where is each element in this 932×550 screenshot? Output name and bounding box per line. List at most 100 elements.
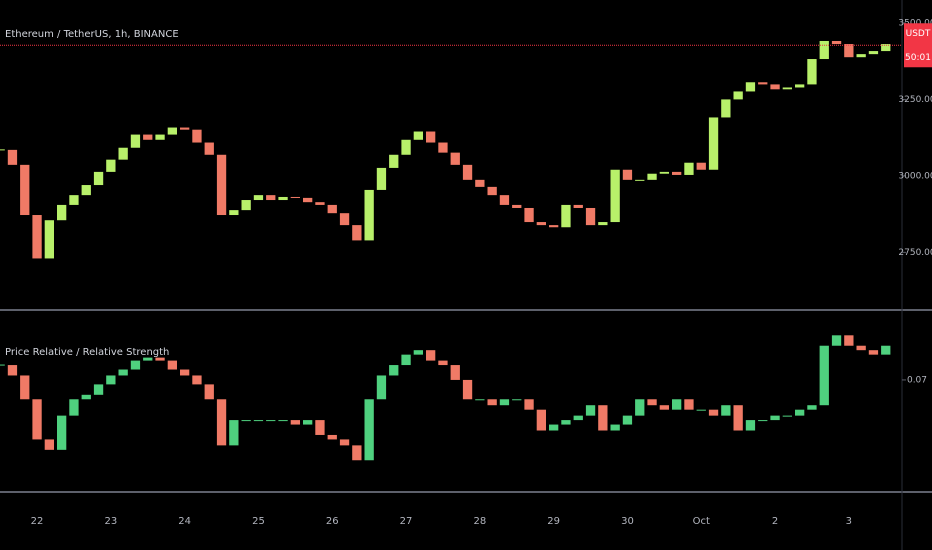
candle	[795, 409, 805, 416]
candle	[585, 207, 596, 226]
candle	[352, 225, 362, 241]
candle	[881, 44, 891, 52]
candle	[376, 167, 387, 190]
candle	[364, 189, 374, 241]
candle	[561, 204, 571, 228]
candle	[745, 82, 756, 92]
candle	[647, 173, 657, 180]
candle	[315, 202, 325, 205]
candle	[143, 357, 153, 361]
candle	[536, 409, 546, 431]
candle	[57, 204, 67, 221]
candle	[807, 59, 817, 85]
candle	[856, 345, 866, 351]
candle	[770, 84, 780, 90]
candle	[44, 220, 54, 259]
candle	[733, 405, 743, 431]
candle	[118, 369, 128, 376]
candle	[462, 379, 473, 400]
candle	[81, 394, 91, 400]
x-tick-label: 22	[31, 516, 44, 527]
candle	[303, 197, 313, 203]
candle	[426, 131, 436, 143]
candle	[20, 164, 30, 216]
candle	[844, 335, 854, 346]
candle	[118, 147, 128, 160]
candle	[807, 405, 817, 410]
candle	[20, 375, 30, 400]
candle	[389, 365, 399, 376]
x-tick-label: 23	[104, 516, 117, 527]
candle	[475, 179, 485, 187]
candle	[512, 204, 522, 208]
candle	[499, 195, 510, 205]
panel-title: Price Relative / Relative Strength	[5, 347, 169, 358]
candle	[229, 420, 239, 446]
candle	[708, 409, 719, 416]
candle	[229, 210, 239, 216]
candle	[44, 439, 54, 450]
candle	[610, 424, 620, 431]
candle	[462, 164, 473, 180]
candle	[192, 129, 202, 143]
candle	[376, 375, 387, 400]
x-tick-label: 25	[252, 516, 265, 527]
candle	[241, 420, 251, 422]
price-label-countdown: 50:01	[905, 53, 931, 63]
candle	[782, 415, 792, 417]
last-price-label-box	[904, 23, 932, 68]
candle	[758, 420, 768, 422]
candle	[450, 365, 460, 380]
candle	[266, 195, 276, 201]
candle	[167, 127, 177, 135]
candle	[426, 350, 436, 361]
candle	[499, 399, 510, 406]
candle	[549, 225, 559, 228]
candle	[57, 415, 67, 450]
x-tick-label: Oct	[693, 516, 710, 527]
candle	[856, 54, 866, 58]
candle	[868, 51, 879, 55]
candle	[364, 399, 374, 461]
candle	[758, 82, 768, 85]
candle	[327, 434, 337, 440]
candle	[180, 369, 190, 376]
candle	[339, 213, 350, 226]
candle	[438, 360, 448, 366]
candle	[290, 420, 300, 425]
x-tick-label: 27	[400, 516, 413, 527]
candle	[881, 345, 891, 355]
candle	[303, 420, 313, 425]
candle	[180, 127, 190, 130]
candle	[413, 350, 423, 355]
panel-title: Ethereum / TetherUS, 1h, BINANCE	[5, 29, 179, 40]
candle	[389, 154, 399, 168]
candle	[93, 171, 104, 186]
candle	[831, 335, 842, 346]
candle	[241, 200, 251, 211]
candle	[0, 364, 5, 366]
candle	[81, 185, 91, 196]
candle	[315, 420, 325, 435]
candle	[622, 415, 633, 425]
candle	[721, 99, 731, 118]
candle	[549, 424, 559, 431]
candle	[438, 142, 448, 153]
x-tick-label: 24	[178, 516, 191, 527]
candle	[733, 91, 743, 100]
candle	[622, 169, 633, 180]
candle	[192, 375, 202, 385]
candle	[93, 384, 104, 395]
candle	[69, 195, 79, 205]
candle	[0, 149, 5, 151]
candle	[610, 169, 620, 223]
candle	[106, 159, 116, 172]
candle	[7, 149, 18, 165]
candle	[204, 384, 214, 400]
candle	[696, 162, 706, 170]
candle	[216, 154, 227, 216]
candle	[130, 134, 141, 148]
candle	[659, 171, 669, 174]
candle	[721, 405, 731, 416]
